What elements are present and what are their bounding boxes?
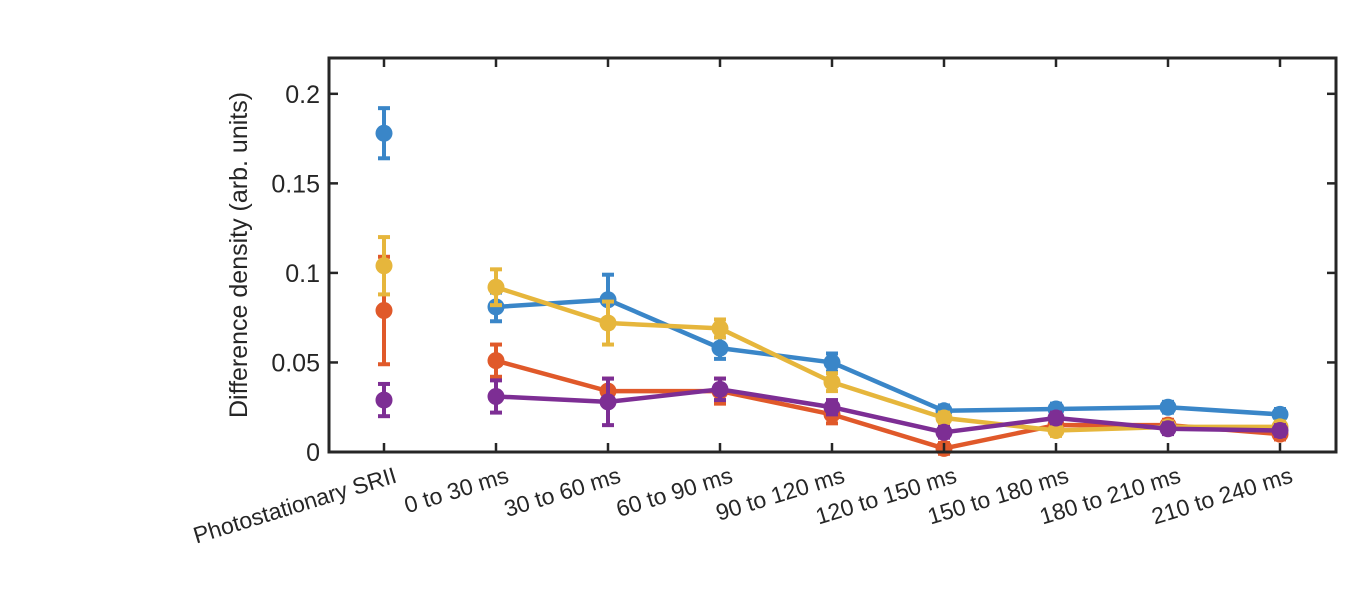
series-3-point-2: [487, 267, 505, 308]
marker: [711, 380, 729, 398]
series-3-point-3: [599, 299, 617, 347]
marker: [1159, 398, 1177, 416]
marker: [823, 353, 841, 371]
marker: [487, 352, 505, 370]
y-tick-label: 0.1: [285, 260, 320, 288]
series-4-point-6: [935, 423, 953, 441]
marker: [375, 124, 393, 142]
series-1-point-9: [1271, 405, 1289, 423]
marker: [487, 278, 505, 296]
marker: [1047, 422, 1065, 440]
y-axis-label: Difference density (arb. units): [225, 92, 253, 418]
y-tick-label: 0.05: [271, 349, 320, 377]
series-4-point-4: [711, 376, 729, 403]
marker: [375, 257, 393, 275]
marker: [935, 409, 953, 427]
marker: [375, 391, 393, 409]
series-1-line: [493, 297, 1283, 417]
marker: [823, 398, 841, 416]
series-3-point-5: [823, 371, 841, 394]
y-tick-label: 0.15: [271, 170, 320, 198]
series-3-point-4: [711, 317, 729, 340]
x-tick-label: Photostationary SRII: [190, 462, 399, 549]
axes-layer: 0 0.05 0.1 0.15 0.2 Photostationary SRII 0 to …: [190, 56, 1338, 549]
series-3-point-6: [935, 409, 953, 427]
series-4-point-9: [1271, 422, 1289, 440]
marker: [1271, 422, 1289, 440]
series-4-point-2: [487, 378, 505, 415]
marker: [375, 302, 393, 320]
marker: [935, 423, 953, 441]
series-2-point-2: [487, 342, 505, 379]
x-tick-label: 30 to 60 ms: [501, 462, 624, 522]
marker: [711, 339, 729, 357]
series-1-point-1: [375, 106, 393, 161]
marker: [823, 373, 841, 391]
series-4-line: [493, 387, 1283, 435]
series-layer: [375, 106, 1289, 457]
marker: [1047, 409, 1065, 427]
y-tick-label: 0: [306, 439, 320, 467]
marker: [1271, 405, 1289, 423]
series-4-point-8: [1159, 420, 1177, 438]
series-4-point-7: [1047, 409, 1065, 427]
series-4-point-1: [375, 381, 393, 419]
series-3-point-1: [375, 235, 393, 297]
marker: [711, 319, 729, 337]
y-tick-label: 0.2: [285, 81, 320, 109]
series-1-point-5: [823, 351, 841, 374]
marker: [599, 314, 617, 332]
marker: [487, 387, 505, 405]
series-1-point-8: [1159, 398, 1177, 416]
series-4-point-3: [599, 376, 617, 428]
series-1-point-4: [711, 335, 729, 361]
x-tick-label: 0 to 30 ms: [401, 462, 511, 518]
marker: [599, 393, 617, 411]
marker: [1159, 420, 1177, 438]
series-4-point-5: [823, 398, 841, 417]
